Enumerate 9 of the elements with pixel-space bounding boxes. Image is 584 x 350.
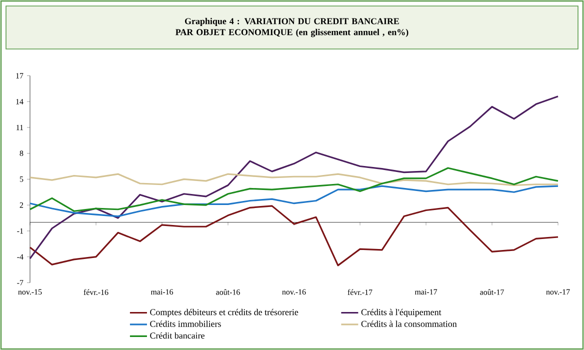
chart-title: Graphique 4 : VARIATION DU CREDIT BANCAIRE PAR OBJET ECONOMIQUE (en glissement annuel , en%) (176, 18, 408, 38)
legend-label: Comptes débiteurs et crédits de trésorerie (150, 308, 298, 318)
legend-label: Crédit bancaire (150, 332, 204, 339)
line-series (29, 96, 559, 260)
line-series (29, 167, 559, 212)
legend-label: Crédits à l'équipement (361, 308, 442, 318)
line-series (29, 205, 559, 266)
legend-label: Crédits immobiliers (150, 320, 221, 327)
legend-label: Crédits à la consommation (361, 320, 457, 327)
